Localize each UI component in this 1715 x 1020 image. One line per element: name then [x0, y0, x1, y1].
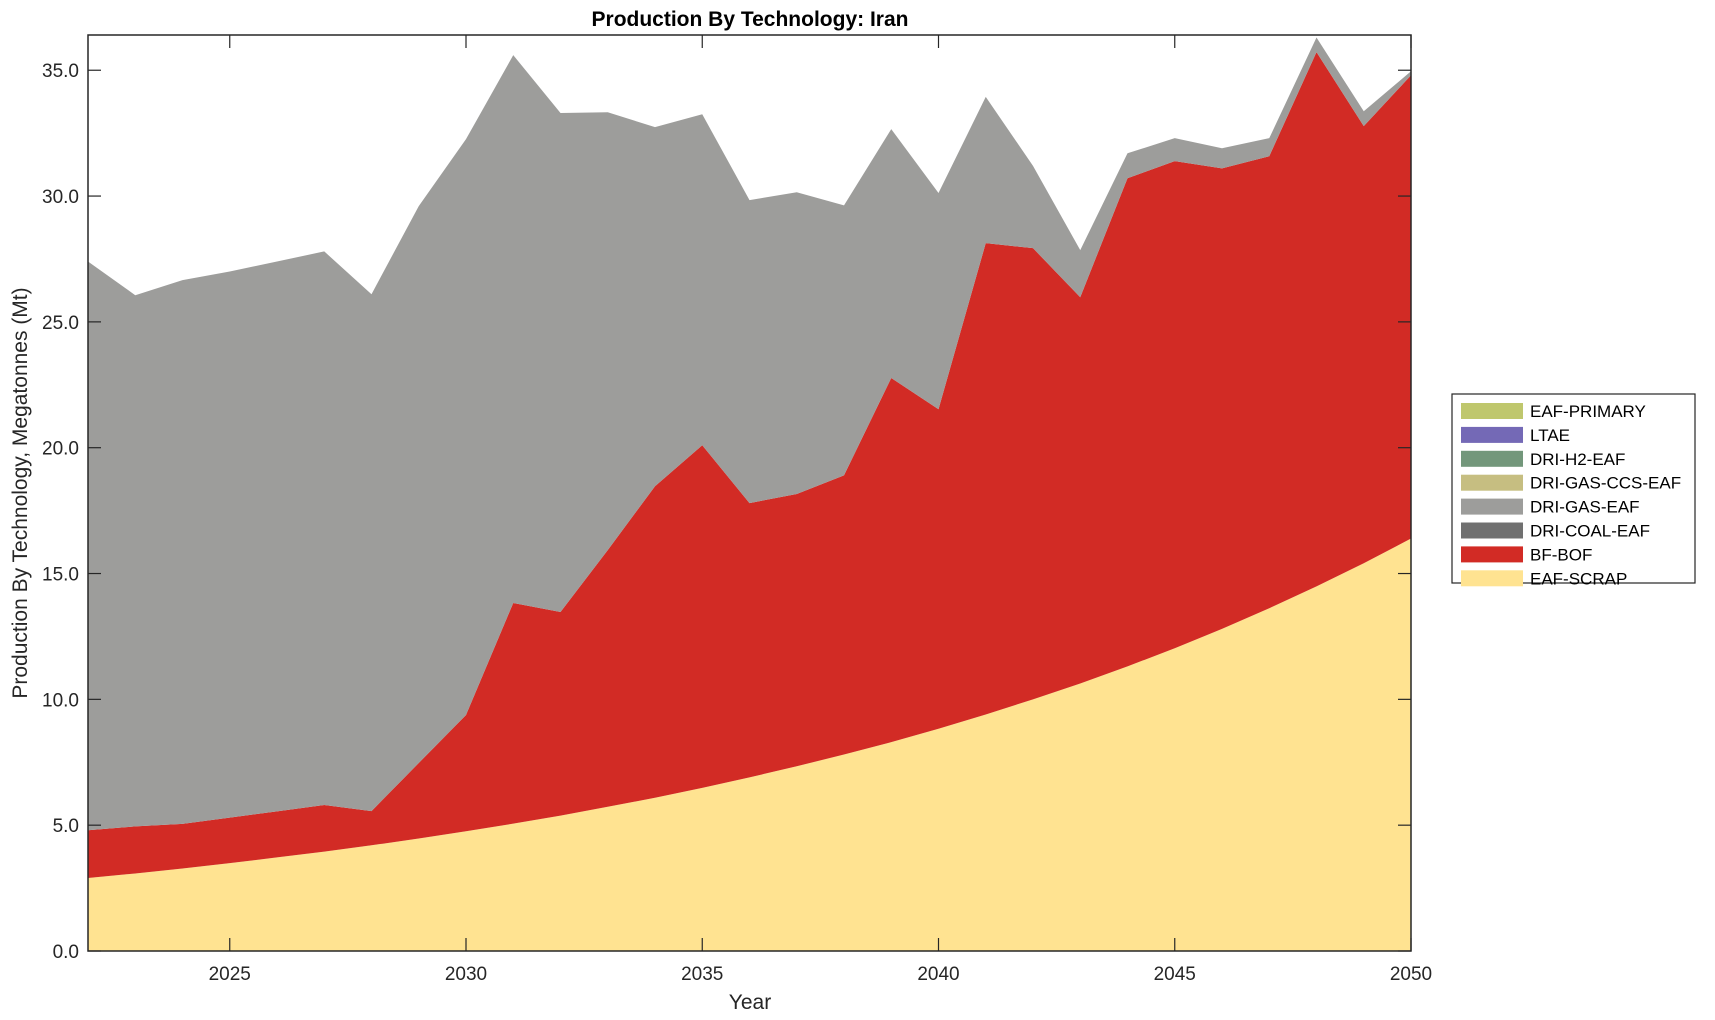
y-tick-label: 15.0: [42, 565, 79, 586]
x-tick-label: 2040: [917, 964, 959, 985]
x-tick-label: 2030: [445, 964, 487, 985]
area-eaf-scrap: [88, 538, 1411, 951]
legend-swatch-eaf-primary: [1461, 403, 1523, 419]
area-dri-gas-eaf: [88, 37, 1411, 831]
legend-swatch-dri-gas-ccs-eaf: [1461, 474, 1523, 491]
legend-label: BF-BOF: [1530, 545, 1592, 564]
y-tick-label: 35.0: [42, 61, 79, 82]
plot-frame: [87, 34, 1412, 952]
legend-swatch-eaf-scrap: [1461, 570, 1523, 587]
legend-swatch-bf-bof: [1461, 546, 1523, 563]
y-tick-label: 5.0: [53, 816, 79, 837]
legend-label: DRI-COAL-EAF: [1530, 522, 1650, 541]
x-tick-label: 2025: [209, 964, 251, 985]
area-series-group: [88, 37, 1411, 951]
y-tick-label: 10.0: [42, 690, 79, 711]
x-axis-label: Year: [729, 991, 771, 1014]
legend-swatch-dri-gas-eaf: [1461, 498, 1523, 515]
legend-label: LTAE: [1530, 426, 1570, 445]
x-axis: 2025 2030 2035 2040 2045 2050: [209, 35, 1432, 985]
y-axis-label: Production By Technology, Megatonnes (Mt…: [9, 287, 32, 698]
legend-swatch-dri-h2-eaf: [1461, 450, 1523, 467]
y-tick-label: 20.0: [42, 439, 79, 460]
legend-label: EAF-SCRAP: [1530, 569, 1627, 588]
y-tick-label: 0.0: [53, 942, 79, 963]
legend-label: DRI-GAS-EAF: [1530, 498, 1640, 517]
legend: EAF-PRIMARY LTAE DRI-H2-EAF DRI-GAS-CCS-EAF…: [1451, 393, 1696, 588]
y-axis: 0.0 5.0 10.0 15.0 20.0 25.0 30.0 35.0: [42, 61, 1411, 963]
legend-label: DRI-GAS-CCS-EAF: [1530, 474, 1681, 493]
legend-swatch-ltae: [1461, 426, 1523, 443]
legend-label: DRI-H2-EAF: [1530, 450, 1625, 469]
x-tick-label: 2045: [1154, 964, 1196, 985]
legend-swatch-dri-coal-eaf: [1461, 522, 1523, 539]
chart-title: Production By Technology: Iran: [592, 8, 909, 31]
y-tick-label: 30.0: [42, 187, 79, 208]
y-tick-label: 25.0: [42, 313, 79, 334]
x-tick-label: 2035: [681, 964, 723, 985]
area-bf-bof: [88, 52, 1411, 879]
x-tick-label: 2050: [1390, 964, 1432, 985]
legend-label: EAF-PRIMARY: [1530, 402, 1646, 421]
